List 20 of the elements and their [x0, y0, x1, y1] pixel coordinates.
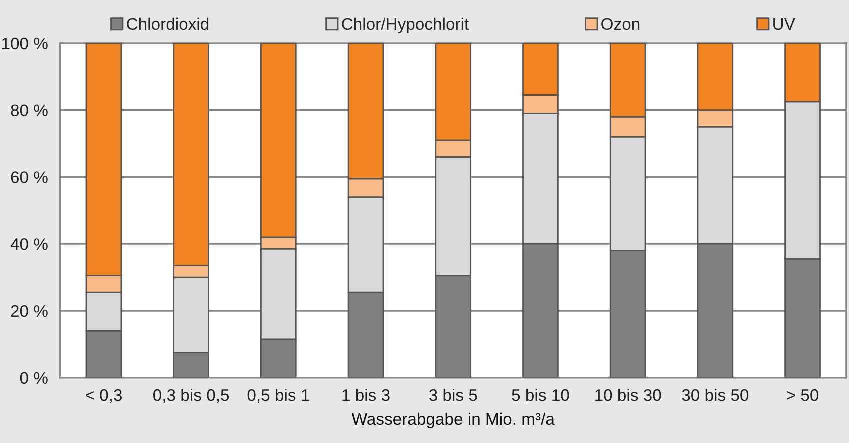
y-tick-label: 40 %: [10, 238, 48, 250]
y-tick-label: 20 %: [11, 305, 48, 318]
x-tick-label: > 50: [787, 389, 819, 402]
x-tick-label: 5 bis 10: [512, 388, 570, 402]
y-tick-label: 100 %: [2, 38, 48, 50]
x-axis-title: Wasserabgabe in Mio. m³/a: [352, 412, 555, 428]
legend-label: UV: [774, 18, 796, 30]
y-tick-label: 60 %: [11, 172, 48, 184]
y-tick-label: 80 %: [11, 104, 48, 117]
x-tick-label: 10 bis 30: [596, 388, 662, 402]
x-tick-label: 3 bis 5: [429, 388, 478, 402]
legend-label: Chlor/Hypochlorit: [342, 18, 470, 34]
x-tick-label: 30 bis 50: [682, 388, 749, 402]
legend-label: Chlordioxid: [127, 18, 209, 30]
x-tick-label: < 0,3: [86, 389, 122, 404]
y-tick-label: 0 %: [20, 372, 48, 384]
x-tick-label: 0,3 bis 0,5: [154, 388, 230, 404]
legend-label: Ozon: [602, 18, 640, 30]
x-tick-label: 0,5 bis 1: [248, 388, 310, 404]
x-tick-label: 1 bis 3: [342, 388, 390, 402]
